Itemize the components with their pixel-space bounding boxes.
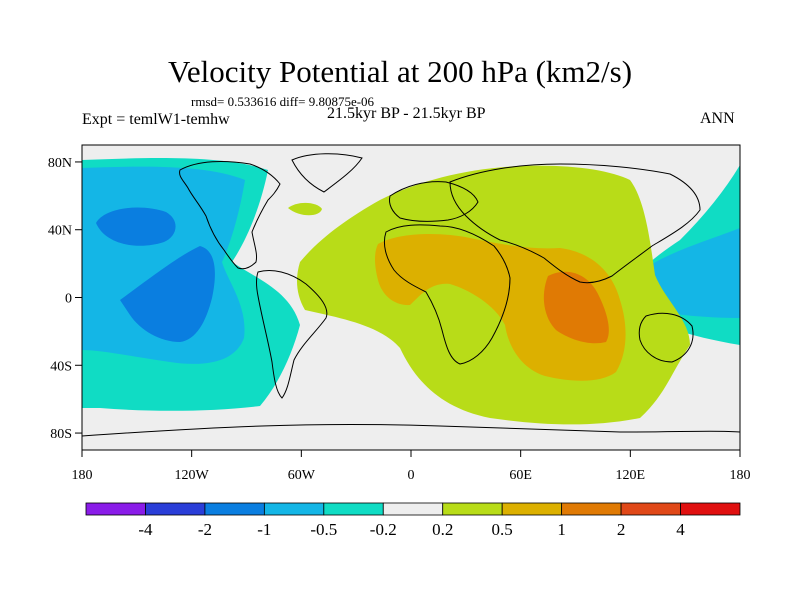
period-label: 21.5kyr BP - 21.5kyr BP (327, 105, 486, 122)
y-tick-label: 40S (50, 359, 72, 374)
colorbar-swatch (204, 502, 265, 516)
colorbar-label: 4 (676, 520, 685, 539)
north-atlantic-positive-patch (288, 202, 322, 216)
y-tick-label: 80N (48, 156, 72, 171)
colorbar-label: 0.2 (432, 520, 453, 539)
coastline-north-america (179, 161, 281, 270)
north-pacific-minimum (96, 207, 176, 246)
colorbar-swatch (620, 502, 681, 516)
y-tick-label: 40N (48, 224, 72, 239)
colorbar-label: -1 (257, 520, 271, 539)
tropical-pacific-minimum (120, 246, 215, 342)
coastline-antarctica (82, 424, 740, 437)
coastline-europe (389, 181, 479, 222)
colorbar-label: -0.5 (310, 520, 337, 539)
colorbar-swatch (561, 502, 622, 516)
y-tick-label: 0 (65, 292, 72, 307)
x-tick-label: 180 (730, 468, 751, 483)
x-tick-label: 0 (408, 468, 415, 483)
coastline-asia (449, 163, 701, 284)
x-tick-label: 180 (72, 468, 93, 483)
coastline-australia (638, 312, 694, 363)
colorbar: -4 -2 -1 -0.5 -0.2 0.2 0.5 1 2 4 (85, 502, 741, 539)
colorbar-label: 0.5 (492, 520, 513, 539)
chart-title: Velocity Potential at 200 hPa (km2/s) (167, 54, 633, 89)
x-axis: 180 120W 60W 0 60E 120E 180 (72, 450, 751, 483)
colorbar-swatch (501, 502, 563, 516)
moderate-positive-region (375, 234, 626, 381)
colorbar-swatch (680, 502, 741, 516)
colorbar-swatch (323, 502, 384, 516)
colorbar-swatch (263, 502, 325, 516)
season-label: ANN (700, 110, 735, 127)
x-tick-label: 120E (616, 468, 646, 483)
colorbar-swatch (382, 502, 444, 516)
colorbar-swatch (145, 502, 206, 516)
colorbar-label: -2 (198, 520, 212, 539)
y-axis: 80N 40N 0 40S 80S (48, 156, 82, 442)
experiment-label: Expt = temlW1-temhw (82, 111, 230, 128)
colorbar-label: -4 (138, 520, 153, 539)
y-tick-label: 80S (50, 427, 72, 442)
coastline-south-america (256, 270, 328, 399)
contour-fills (82, 145, 740, 450)
colorbar-swatch (85, 502, 146, 516)
stats-label: rmsd= 0.533616 diff= 9.80875e-06 (191, 94, 375, 109)
coastline-greenland (291, 153, 363, 193)
x-tick-label: 120W (175, 468, 210, 483)
colorbar-swatch (442, 502, 503, 516)
x-tick-label: 60E (509, 468, 532, 483)
x-tick-label: 60W (288, 468, 316, 483)
coastline-africa (383, 224, 511, 365)
indian-ocean-maximum (543, 271, 609, 344)
coastlines (82, 153, 740, 437)
colorbar-label: -0.2 (370, 520, 397, 539)
colorbar-label: 2 (617, 520, 626, 539)
colorbar-label: 1 (557, 520, 566, 539)
